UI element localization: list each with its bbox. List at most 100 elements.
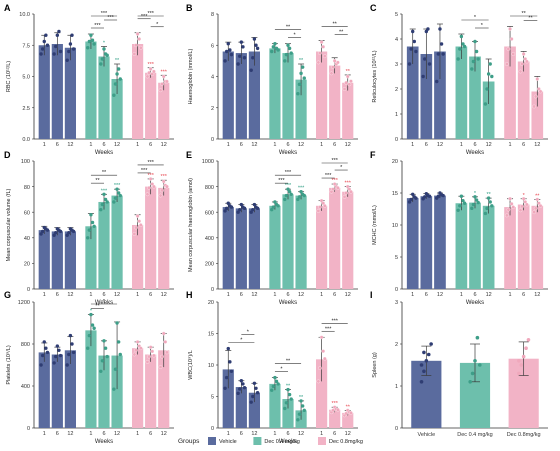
data-point — [297, 82, 302, 87]
panel-letter: E — [186, 150, 192, 160]
data-point — [242, 56, 247, 60]
data-point — [271, 384, 276, 389]
y-axis-label: Platelets (10⁹/L) — [5, 345, 12, 385]
data-point — [273, 375, 277, 380]
panel-letter: B — [186, 3, 193, 13]
data-point — [165, 184, 169, 189]
data-point — [331, 65, 335, 69]
data-point — [58, 353, 63, 358]
data-point — [90, 220, 95, 225]
significance-star: ** — [346, 69, 351, 75]
bracket-label: ** — [339, 30, 344, 36]
bar — [517, 61, 530, 139]
data-point — [40, 47, 45, 51]
data-point — [105, 53, 109, 57]
x-tick-label: 12 — [67, 292, 73, 298]
data-point — [504, 62, 509, 66]
data-point — [40, 229, 45, 234]
significance-star: *** — [345, 181, 352, 187]
bar — [132, 348, 144, 428]
data-point — [296, 91, 300, 96]
data-point — [521, 52, 526, 56]
data-point — [116, 191, 121, 195]
data-point — [147, 354, 151, 359]
legend-swatch — [253, 437, 262, 445]
bar — [531, 91, 544, 139]
x-tick-label: 6 — [473, 142, 476, 148]
x-tick-label: 12 — [114, 142, 120, 148]
bar — [222, 51, 234, 139]
data-point — [459, 34, 464, 39]
legend-swatch — [318, 437, 326, 445]
data-point — [67, 49, 71, 54]
y-tick-label: 400 — [21, 384, 30, 390]
bracket-label: ** — [95, 178, 100, 184]
data-point — [474, 49, 479, 54]
bar — [51, 44, 63, 139]
data-point — [160, 354, 164, 359]
bar — [111, 79, 123, 139]
data-point — [435, 79, 439, 84]
x-tick-label: 6 — [240, 431, 243, 437]
y-tick-label: 1200 — [18, 300, 30, 306]
significance-star: *** — [147, 173, 154, 179]
data-point — [138, 346, 143, 351]
data-point — [276, 48, 280, 52]
x-tick-label: 12 — [345, 142, 351, 148]
data-point — [321, 349, 326, 353]
x-tick-label: 1 — [320, 142, 323, 148]
data-point — [436, 52, 441, 56]
bar — [329, 187, 341, 289]
data-point — [158, 88, 163, 93]
bar — [85, 226, 97, 289]
data-point — [407, 62, 412, 66]
y-tick-label: 800 — [205, 185, 214, 191]
data-point — [65, 58, 69, 62]
y-tick-label: 5 — [395, 12, 398, 18]
data-point — [345, 74, 350, 79]
data-point — [458, 204, 462, 208]
data-point — [113, 196, 118, 200]
data-point — [249, 210, 253, 214]
data-point — [39, 363, 43, 367]
data-point — [524, 346, 528, 351]
x-tick-label: 12 — [251, 431, 257, 437]
x-tick-label: 12 — [114, 292, 120, 298]
data-point — [331, 187, 335, 192]
y-tick-label: 7.5 — [22, 43, 30, 49]
x-tick-label: 1 — [460, 142, 463, 148]
y-tick-label: 8 — [211, 12, 214, 18]
data-point — [118, 77, 122, 81]
data-point — [147, 70, 151, 75]
bar — [98, 355, 110, 428]
data-point — [223, 209, 227, 213]
bracket-label: *** — [101, 11, 108, 17]
data-point — [242, 206, 247, 211]
bar — [455, 203, 468, 289]
y-tick-label: 600 — [205, 210, 214, 216]
data-point — [239, 379, 244, 383]
data-point — [238, 387, 242, 391]
data-point — [71, 229, 76, 234]
data-point — [239, 40, 244, 44]
x-tick-label: 1 — [227, 431, 230, 437]
data-point — [297, 195, 302, 199]
bar — [145, 354, 157, 428]
data-point — [102, 47, 106, 51]
significance-star: ** — [286, 384, 291, 390]
x-tick-label: 12 — [345, 431, 351, 437]
data-point — [115, 321, 119, 325]
bracket-label: ** — [286, 25, 291, 31]
x-axis-label: Weeks — [466, 150, 484, 156]
data-point — [44, 33, 48, 37]
data-point — [116, 340, 121, 344]
y-tick-label: 200 — [205, 262, 214, 268]
y-tick-label: 5 — [211, 395, 214, 401]
data-point — [137, 219, 142, 224]
data-point — [511, 205, 516, 209]
data-point — [134, 348, 138, 353]
y-tick-label: 1 — [395, 112, 398, 118]
data-point — [90, 323, 95, 327]
